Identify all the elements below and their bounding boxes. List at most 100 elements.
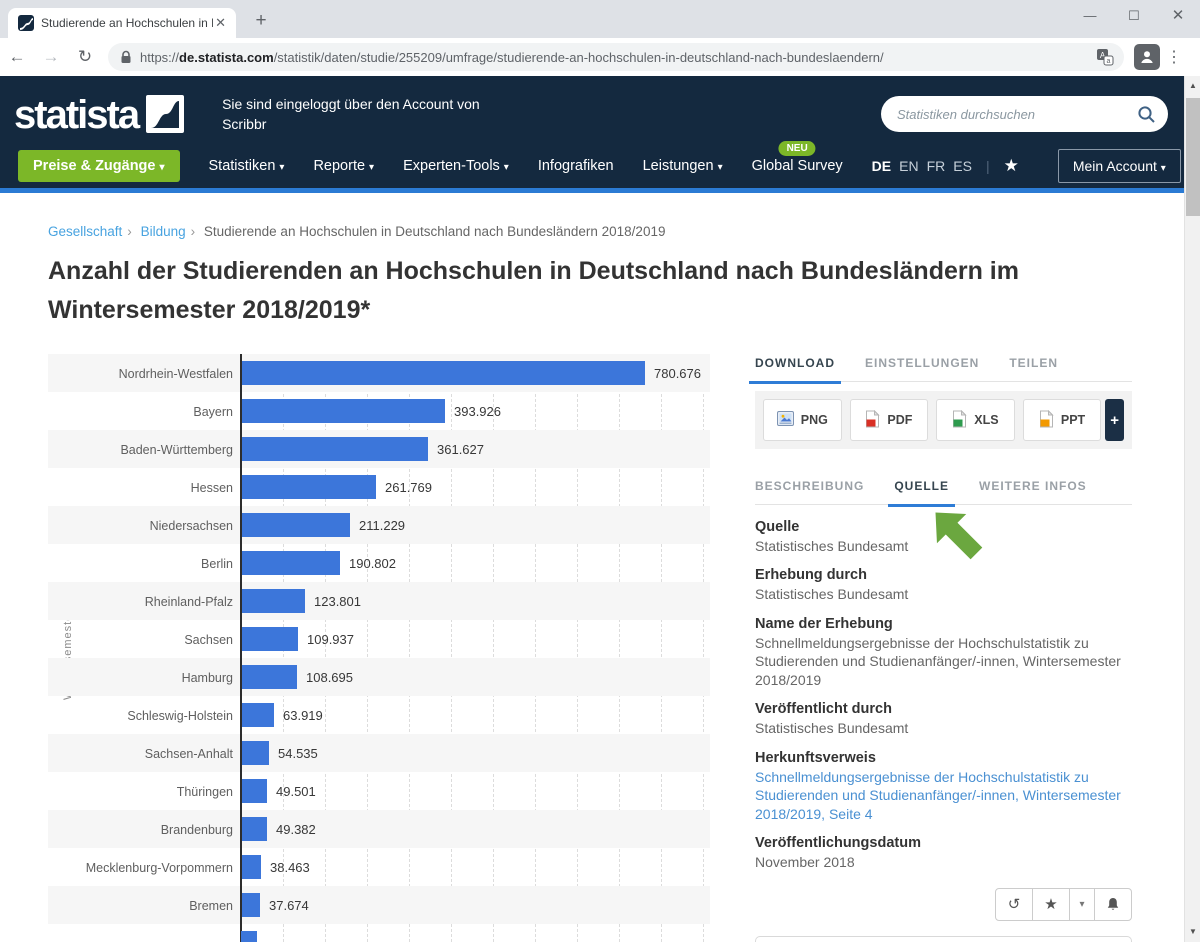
chart-bar[interactable]	[241, 437, 428, 461]
browser-tab[interactable]: Studierende an Hochschulen in D ✕	[8, 8, 236, 38]
nav-reporte[interactable]: Reporte ▾	[313, 158, 375, 174]
reload-button[interactable]: ↻	[77, 47, 93, 66]
chart-y-axis	[240, 354, 242, 942]
nav-statistiken[interactable]: Statistiken ▾	[208, 158, 285, 174]
chart-row: Baden-Württemberg 361.627	[48, 430, 710, 468]
nav-leistungen[interactable]: Leistungen ▾	[642, 158, 723, 174]
breadcrumb-gesellschaft[interactable]: Gesellschaft	[48, 224, 123, 239]
chart-category-label: Nordrhein-Westfalen	[118, 367, 233, 381]
chart-bar[interactable]	[241, 741, 269, 765]
nav-experten-tools[interactable]: Experten-Tools ▾	[403, 158, 509, 174]
main-nav: Preise & Zugänge ▾ Statistiken ▾ Reporte ▾ …	[18, 141, 1181, 184]
chart-bar[interactable]	[241, 551, 340, 575]
breadcrumb-bildung[interactable]: Bildung	[140, 224, 186, 239]
scroll-up-icon[interactable]: ▲	[1189, 81, 1197, 90]
statistic-actions: ↺ ★ ▾	[755, 887, 1132, 921]
lang-en[interactable]: EN	[899, 158, 919, 174]
person-icon	[1141, 51, 1153, 63]
chart-category-label: Baden-Württemberg	[120, 443, 233, 457]
tab-title: Studierende an Hochschulen in D	[41, 16, 214, 30]
scroll-down-icon[interactable]: ▼	[1189, 927, 1197, 936]
search-input[interactable]	[897, 106, 1137, 122]
scrollbar-thumb[interactable]	[1186, 98, 1200, 216]
chart-category-label: Niedersachsen	[149, 519, 233, 533]
lang-fr[interactable]: FR	[926, 158, 946, 174]
lang-es[interactable]: ES	[953, 158, 972, 174]
tab-beschreibung[interactable]: BESCHREIBUNG	[755, 479, 865, 493]
annotation-arrow-icon	[935, 512, 983, 560]
chart-gridline	[703, 354, 704, 942]
favorite-dropdown-button[interactable]: ▾	[1069, 887, 1095, 921]
browser-tab-bar: Studierende an Hochschulen in D ✕ + — ☐ …	[0, 0, 1200, 38]
chart-value-label: 49.501	[276, 784, 316, 799]
chart-bar[interactable]	[241, 855, 261, 879]
minimize-button[interactable]: —	[1083, 8, 1097, 23]
nav-global-survey[interactable]: NEU Global Survey	[751, 141, 843, 174]
maximize-button[interactable]: ☐	[1128, 8, 1140, 23]
lang-de[interactable]: DE	[871, 158, 892, 174]
chart-row: Thüringen 49.501	[48, 772, 710, 810]
download-pdf-button[interactable]: PDF	[849, 399, 929, 441]
chart-row: Niedersachsen 211.229	[48, 506, 710, 544]
favorite-button[interactable]: ★	[1032, 887, 1070, 921]
chart-row: Mecklenburg-Vorpommern 38.463	[48, 848, 710, 886]
chart-bar[interactable]	[241, 475, 376, 499]
favorites-star-icon[interactable]: ★	[1003, 156, 1019, 175]
chart-bar[interactable]	[241, 703, 274, 727]
new-tab-button[interactable]: +	[255, 10, 267, 31]
tab-quelle[interactable]: QUELLE	[888, 479, 955, 507]
info-section-label: Herkunftsverweis	[755, 749, 876, 766]
tab-einstellungen[interactable]: EINSTELLUNGEN	[865, 356, 980, 370]
alert-button[interactable]	[1094, 887, 1132, 921]
search-box[interactable]	[881, 96, 1168, 132]
breadcrumb: Gesellschaft › Bildung › Studierende an Ho…	[48, 224, 666, 239]
close-window-button[interactable]: ✕	[1171, 7, 1185, 24]
download-format-label: PNG	[800, 413, 828, 427]
statista-logo[interactable]: statista	[14, 95, 185, 135]
chart-category-label: Rheinland-Pfalz	[144, 595, 233, 609]
chart-bar[interactable]	[241, 513, 350, 537]
info-section-link[interactable]: Schnellmeldungsergebnisse der Hochschuls…	[755, 768, 1121, 822]
download-xls-button[interactable]: XLS	[936, 399, 1015, 441]
info-section-value: Statistisches Bundesamt	[755, 586, 909, 603]
chart-bar[interactable]	[241, 361, 645, 385]
chart-row: Sachsen-Anhalt 54.535	[48, 734, 710, 772]
chart-value-label: 261.769	[385, 480, 432, 495]
nav-infografiken[interactable]: Infografiken	[537, 158, 614, 174]
chart: Wintersemester Nordrhein-Westfalen 780.67…	[48, 354, 710, 942]
chart-row: Bayern 393.926	[48, 392, 710, 430]
download-ppt-button[interactable]: PPT	[1022, 399, 1102, 441]
mein-account-button[interactable]: Mein Account ▾	[1057, 149, 1181, 183]
chart-bar[interactable]	[241, 665, 297, 689]
info-section-value: Statistisches Bundesamt	[755, 538, 909, 554]
chart-bar[interactable]	[241, 817, 267, 841]
tab-weitere-infos[interactable]: WEITERE INFOS	[979, 479, 1087, 493]
chart-gridline	[367, 354, 368, 942]
close-tab-icon[interactable]: ✕	[215, 15, 226, 30]
back-button[interactable]: ←	[8, 47, 26, 66]
address-bar[interactable]: https://de.statista.com/statistik/daten/…	[108, 43, 1124, 71]
more-formats-button[interactable]: +	[1105, 399, 1124, 441]
tab-teilen[interactable]: TEILEN	[1009, 356, 1059, 370]
nav-preise-zugaenge[interactable]: Preise & Zugänge ▾	[18, 150, 180, 182]
search-icon[interactable]	[1137, 105, 1156, 124]
chart-bar[interactable]	[241, 893, 260, 917]
chart-category-label: Bayern	[193, 405, 233, 419]
chart-bar[interactable]	[241, 589, 305, 613]
chart-bar[interactable]	[241, 399, 445, 423]
browser-menu-icon[interactable]: ⋮	[1166, 49, 1182, 66]
page-scrollbar[interactable]: ▲ ▼	[1184, 76, 1200, 942]
history-button[interactable]: ↺	[995, 887, 1033, 921]
chart-value-label: 393.926	[454, 404, 501, 419]
history-icon: ↺	[1007, 896, 1021, 914]
star-icon: ★	[1044, 896, 1058, 914]
site-header: statista Sie sind eingeloggt über den Ac…	[0, 76, 1184, 193]
forward-button[interactable]: →	[42, 47, 60, 66]
translate-icon[interactable]: Aa	[1096, 48, 1114, 66]
chart-bar[interactable]	[241, 779, 267, 803]
tab-download[interactable]: DOWNLOAD	[749, 356, 841, 384]
download-png-button[interactable]: PNG	[763, 399, 842, 441]
chart-bar[interactable]	[241, 627, 298, 651]
browser-profile-avatar[interactable]	[1134, 44, 1160, 70]
